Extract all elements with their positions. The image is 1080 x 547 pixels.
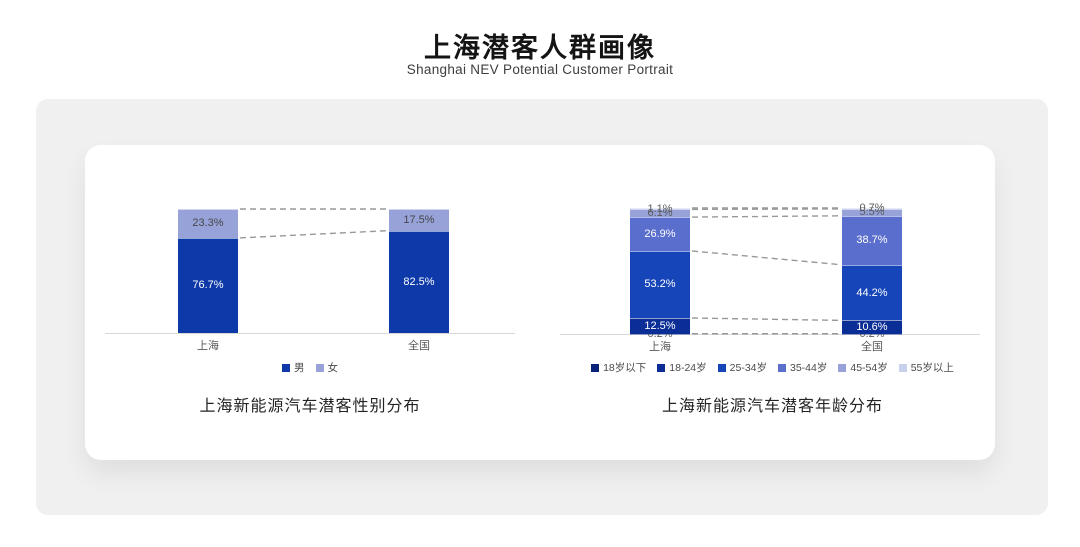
segment-value-label: 10.6% bbox=[856, 321, 888, 334]
dash-connector bbox=[691, 215, 841, 218]
bar-segment-男 bbox=[178, 237, 238, 333]
legend: 男女 bbox=[100, 360, 520, 375]
category-label: 全国 bbox=[861, 341, 883, 353]
segment-value-label: 0.7% bbox=[859, 202, 885, 215]
dashed-connector-overlay bbox=[239, 208, 388, 239]
legend-swatch bbox=[315, 363, 324, 372]
legend-label: 55岁以上 bbox=[910, 362, 954, 374]
legend-swatch bbox=[282, 363, 290, 372]
bar-segment-女 bbox=[389, 209, 449, 231]
legend-label: 女 bbox=[327, 362, 339, 374]
legend-item-18岁以下: 18岁以下 bbox=[591, 360, 646, 375]
segment-value-label: 82.5% bbox=[403, 275, 435, 288]
segment-value-label: 38.7% bbox=[856, 234, 888, 247]
legend-label: 18-24岁 bbox=[669, 362, 707, 374]
bar-segment-25-34岁 bbox=[842, 264, 902, 321]
category-label: 上海 bbox=[197, 340, 219, 352]
segment-value-label: 76.7% bbox=[192, 279, 224, 292]
bar-segment-35-44岁 bbox=[842, 215, 902, 265]
page-subtitle: Shanghai NEV Potential Customer Portrait bbox=[406, 62, 674, 77]
legend: 18岁以下 18-24岁 25-34岁 35-44岁 45-54岁 55岁以上 bbox=[560, 360, 985, 375]
legend-item-女: 女 bbox=[315, 360, 339, 375]
bar-segment-18-24岁 bbox=[630, 317, 690, 334]
legend-item-男: 男 bbox=[282, 360, 305, 375]
bar-segment-45-54岁 bbox=[842, 208, 902, 216]
legend-item-35-44岁: 35-44岁 bbox=[778, 360, 827, 375]
segment-value-label: 53.2% bbox=[644, 278, 676, 291]
chart-caption-gender: 上海新能源汽车潜客性别分布 bbox=[199, 398, 421, 415]
segment-value-label: 1.1% bbox=[647, 202, 673, 215]
segment-value-label: 5.5% bbox=[859, 206, 885, 219]
legend-label: 25-34岁 bbox=[729, 362, 767, 374]
category-label: 上海 bbox=[649, 341, 671, 353]
legend-item-18-24岁: 18-24岁 bbox=[657, 360, 707, 375]
dashed-connector-overlay bbox=[691, 207, 841, 335]
dash-connector bbox=[691, 208, 841, 211]
age-distribution-chart: 上海新能源汽车潜客年龄分布 0.2% 12.5% 53.2% 26.9% 6.1% 1.1… bbox=[560, 160, 985, 460]
bar-segment-18岁以下 bbox=[842, 333, 902, 335]
legend-swatch bbox=[657, 363, 666, 372]
bar-segment-45-54岁 bbox=[630, 209, 690, 218]
dash-connector bbox=[691, 317, 841, 322]
legend-label: 男 bbox=[294, 362, 305, 374]
category-label: 全国 bbox=[408, 340, 430, 352]
legend-item-45-54岁: 45-54岁 bbox=[838, 360, 888, 375]
segment-value-label: 6.1% bbox=[647, 207, 673, 220]
legend-label: 18岁以下 bbox=[603, 362, 647, 374]
legend-item-55岁以上: 55岁以上 bbox=[898, 360, 954, 375]
bar-segment-18岁以下 bbox=[630, 333, 690, 335]
segment-value-label: 23.3% bbox=[192, 217, 224, 230]
bar-segment-35-44岁 bbox=[630, 217, 690, 251]
legend-swatch bbox=[591, 363, 600, 372]
segment-value-label: 26.9% bbox=[644, 228, 676, 241]
bar-segment-55岁以上 bbox=[842, 208, 902, 209]
gender-distribution-chart: 上海新能源汽车潜客性别分布 76.7% 23.3% 上海 82.5% 17.5% 全国男女 bbox=[100, 160, 520, 460]
bar-segment-25-34岁 bbox=[630, 250, 690, 318]
legend-swatch bbox=[898, 363, 907, 372]
legend-label: 45-54岁 bbox=[850, 362, 888, 374]
x-axis-line bbox=[560, 334, 980, 335]
legend-item-25-34岁: 25-34岁 bbox=[717, 360, 767, 375]
content-card: 上海新能源汽车潜客性别分布 76.7% 23.3% 上海 82.5% 17.5% 全国男女… bbox=[85, 145, 995, 460]
dash-connector bbox=[691, 250, 841, 266]
chart-caption-age: 上海新能源汽车潜客年龄分布 bbox=[661, 398, 883, 415]
legend-swatch bbox=[778, 363, 786, 372]
bar-segment-男 bbox=[389, 230, 449, 333]
legend-swatch bbox=[838, 363, 847, 372]
segment-value-label: 12.5% bbox=[644, 319, 676, 332]
bar-segment-55岁以上 bbox=[630, 208, 690, 210]
segment-value-label: 17.5% bbox=[403, 213, 435, 226]
bar-segment-女 bbox=[178, 209, 238, 238]
segment-value-label: 44.2% bbox=[856, 286, 888, 299]
legend-label: 35-44岁 bbox=[790, 362, 828, 374]
dash-connector bbox=[239, 230, 388, 239]
legend-swatch bbox=[717, 363, 726, 372]
page-title: 上海潜客人群画像 bbox=[424, 33, 656, 63]
bar-segment-18-24岁 bbox=[842, 320, 902, 334]
x-axis-line bbox=[105, 333, 515, 334]
